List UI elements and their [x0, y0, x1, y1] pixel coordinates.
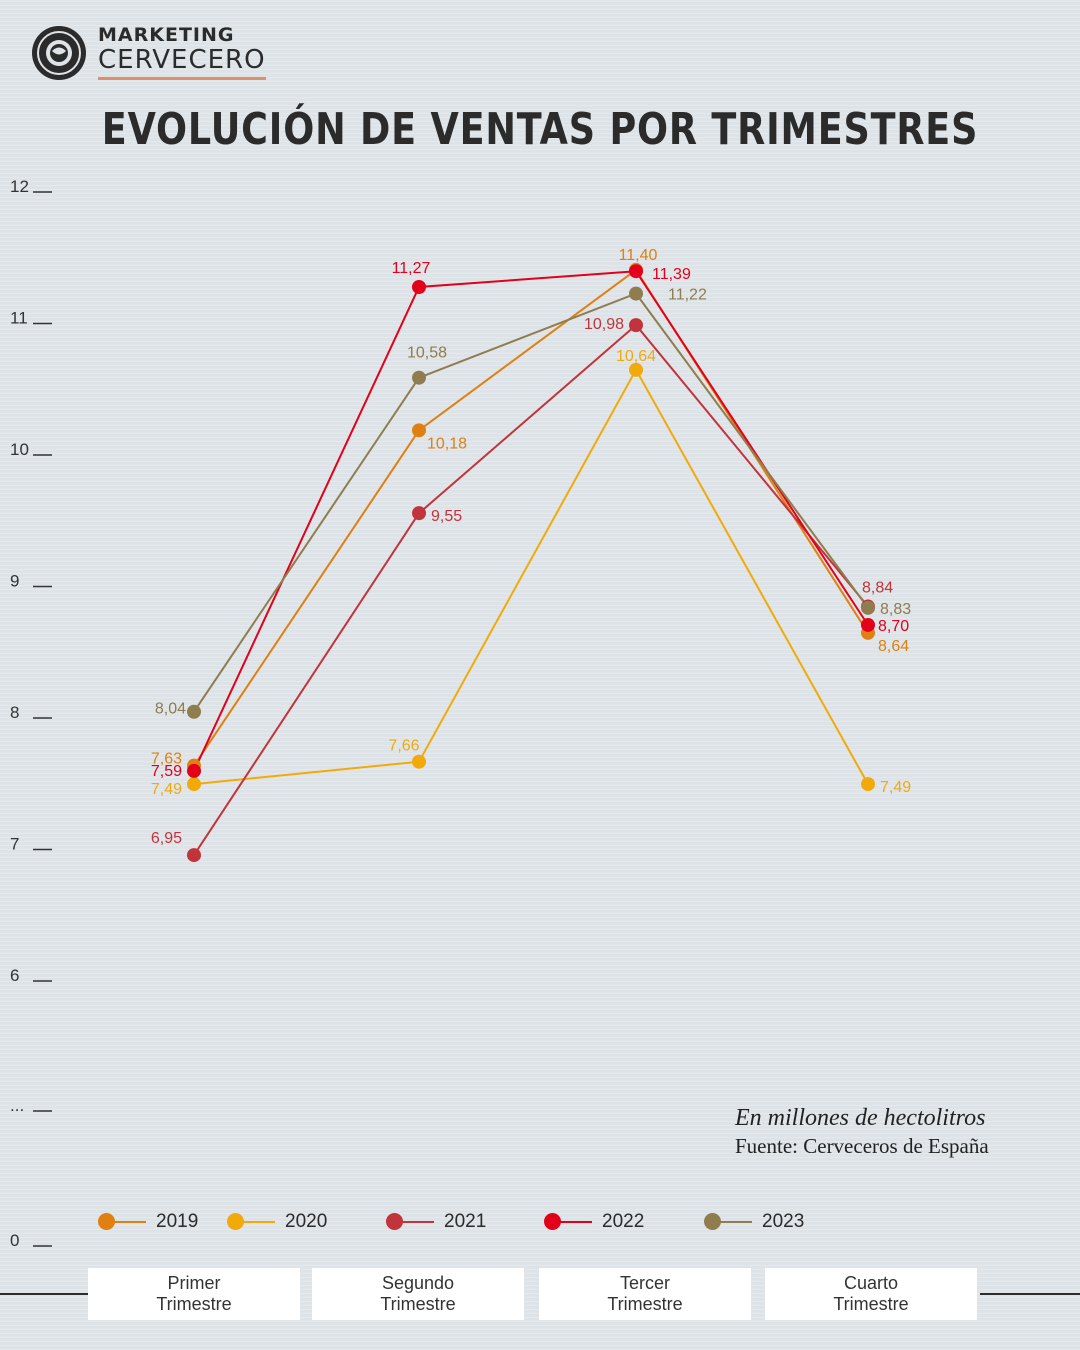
y-tick-label: 11	[10, 309, 28, 328]
legend-label: 2023	[762, 1211, 805, 1232]
data-label-2021: 9,55	[431, 508, 462, 525]
y-tick-label: 7	[10, 835, 19, 854]
series-line-2023	[193, 292, 869, 713]
x-category-label: Cuarto Trimestre	[765, 1268, 977, 1320]
data-label-2022: 11,27	[392, 260, 431, 277]
legend-swatch	[227, 1208, 275, 1236]
data-point-2023	[629, 286, 643, 301]
data-label-2019: 7,63	[151, 751, 182, 768]
data-label-2021: 10,98	[584, 316, 624, 333]
series-line-2021	[193, 323, 869, 856]
data-point-2023	[861, 600, 875, 615]
data-label-2023: 10,58	[407, 345, 447, 362]
legend-swatch	[544, 1208, 592, 1236]
data-point-2022	[629, 264, 643, 279]
x-category-label: Tercer Trimestre	[539, 1268, 751, 1320]
source-note: Fuente: Cerveceros de España	[735, 1134, 989, 1158]
data-label-2019: 10,18	[427, 435, 467, 452]
data-point-2022	[187, 763, 201, 778]
data-point-2023	[187, 704, 201, 719]
x-category-label: Segundo Trimestre	[312, 1268, 524, 1320]
legend-label: 2021	[444, 1211, 487, 1232]
legend-item-2020: 2020	[227, 1208, 327, 1236]
y-tick-label: 10	[10, 440, 29, 459]
data-point-2020	[629, 362, 643, 377]
legend-swatch	[386, 1208, 434, 1236]
data-point-2022	[412, 279, 426, 294]
beer-hop-logo-icon	[32, 26, 86, 80]
legend-label: 2019	[156, 1211, 199, 1232]
data-label-2023: 11,22	[668, 287, 707, 304]
legend-swatch	[704, 1208, 752, 1236]
chart-title: EVOLUCIÓN DE VENTAS POR TRIMESTRES	[101, 104, 979, 155]
data-label-2023: 8,83	[880, 601, 911, 618]
x-category-label: Primer Trimestre	[88, 1268, 300, 1320]
data-label-2020: 7,49	[151, 781, 182, 798]
series-line-2019	[193, 268, 869, 767]
data-point-2020	[861, 777, 875, 792]
data-point-2021	[187, 848, 201, 863]
y-tick-label: 8	[10, 703, 19, 722]
data-label-2020: 7,49	[880, 779, 911, 796]
y-tick-label: 9	[10, 572, 19, 591]
y-tick-label: ...	[10, 1096, 24, 1115]
legend-label: 2020	[285, 1211, 328, 1232]
data-point-2020	[187, 777, 201, 792]
data-label-2020: 10,64	[616, 348, 656, 365]
data-point-2020	[412, 754, 426, 769]
data-label-2022: 11,39	[652, 266, 691, 283]
brand-line-2: CERVECERO	[98, 47, 266, 80]
data-point-2021	[629, 318, 643, 333]
data-label-2021: 8,84	[862, 580, 893, 597]
legend-item-2022: 2022	[544, 1208, 644, 1236]
data-label-2021: 6,95	[151, 830, 182, 847]
data-label-2020: 7,66	[388, 738, 419, 755]
data-label-2019: 11,40	[619, 247, 658, 264]
series-line-2020	[193, 367, 869, 786]
legend-swatch	[98, 1208, 146, 1236]
chart-legend: 2019 2020 2021 2022 2023	[0, 1208, 1080, 1238]
data-point-2023	[412, 370, 426, 385]
data-label-2023: 8,04	[155, 701, 186, 718]
data-label-2019: 8,64	[878, 638, 909, 655]
legend-item-2023: 2023	[704, 1208, 804, 1236]
data-point-2022	[861, 617, 875, 632]
data-point-2019	[412, 423, 426, 438]
data-label-2022: 7,59	[151, 763, 182, 780]
brand-logo: MARKETING CERVECERO	[30, 24, 266, 82]
unit-note: En millones de hectolitros	[735, 1105, 986, 1131]
brand-line-1: MARKETING	[98, 24, 235, 46]
data-label-2022: 8,70	[878, 618, 909, 635]
chart-note: En millones de hectolitros Fuente: Cerve…	[735, 1105, 989, 1159]
series-line-2022	[193, 270, 869, 772]
legend-item-2019: 2019	[98, 1208, 198, 1236]
legend-item-2021: 2021	[386, 1208, 486, 1236]
y-tick-label: 6	[10, 966, 19, 985]
data-point-2021	[412, 506, 426, 521]
y-tick-label: 0	[10, 1231, 19, 1250]
y-tick-label: 12	[10, 177, 29, 196]
legend-label: 2022	[602, 1211, 645, 1232]
